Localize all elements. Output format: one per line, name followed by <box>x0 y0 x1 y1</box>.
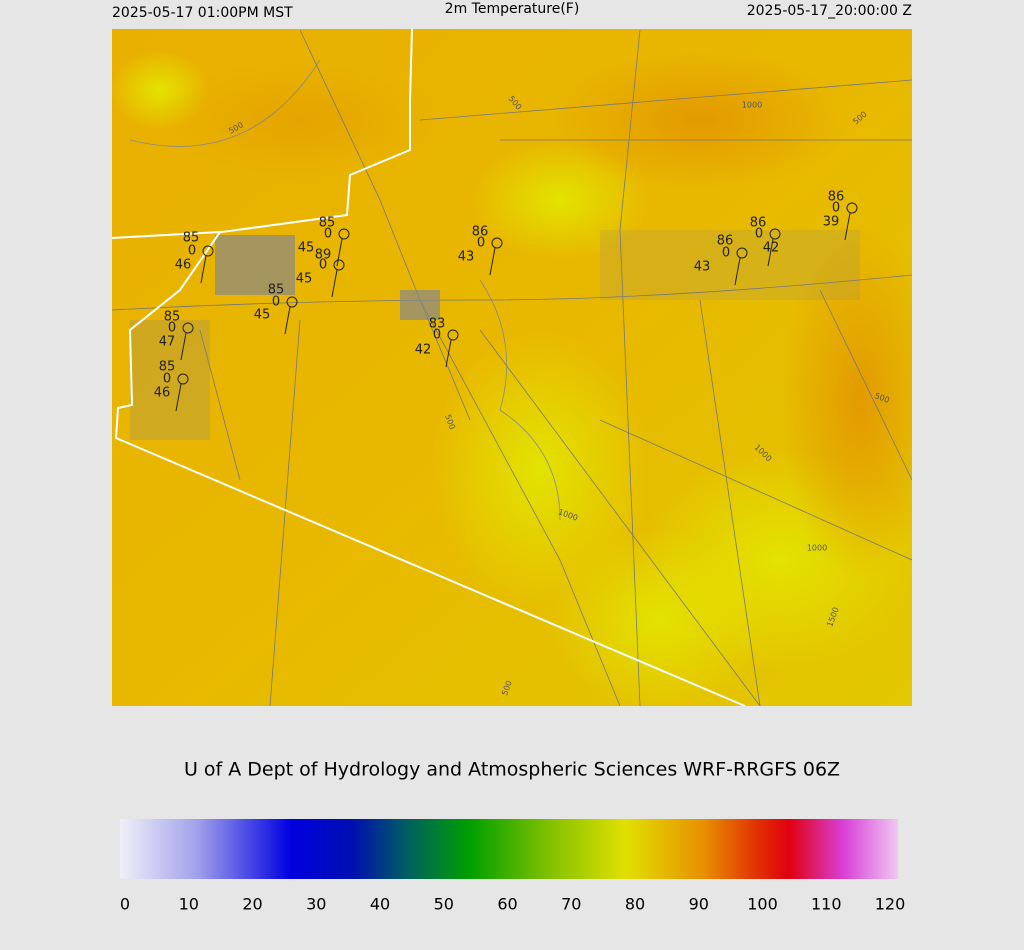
station-circle <box>177 373 189 385</box>
station-circle <box>286 296 298 308</box>
station-dewpoint: 42 <box>763 241 780 256</box>
station-temperature: 85 <box>319 216 336 231</box>
wind-staff <box>331 269 338 298</box>
station-dewpoint: 45 <box>254 308 271 323</box>
station-circle <box>769 228 781 240</box>
colorbar-tick-label: 60 <box>497 895 517 914</box>
wind-staff <box>767 238 774 267</box>
station-circle <box>333 259 345 271</box>
colorbar-tick-label: 110 <box>811 895 842 914</box>
colorbar-tick-label: 80 <box>625 895 645 914</box>
station-wind: 0 <box>433 328 441 343</box>
station-temperature: 85 <box>268 283 285 298</box>
station-circle <box>447 329 459 341</box>
colorbar-tick-label: 0 <box>120 895 130 914</box>
station-wind: 0 <box>319 258 327 273</box>
station-dewpoint: 45 <box>298 241 315 256</box>
station-circle <box>338 228 350 240</box>
station-circle <box>202 245 214 257</box>
colorbar-tick-label: 50 <box>434 895 454 914</box>
contour-label: 1000 <box>742 101 762 110</box>
station-dewpoint: 39 <box>823 215 840 230</box>
station-plot: 860 43 <box>694 234 748 286</box>
station-wind: 0 <box>755 227 763 242</box>
wind-staff <box>844 212 851 241</box>
colorbar-tick-label: 100 <box>747 895 778 914</box>
wind-staff <box>734 257 741 286</box>
colorbar-tick-label: 30 <box>306 895 326 914</box>
station-dewpoint: 45 <box>296 272 313 287</box>
station-temperature: 86 <box>828 190 845 205</box>
credit: U of A Dept of Hydrology and Atmospheric… <box>184 759 840 781</box>
station-dewpoint: 46 <box>175 258 192 273</box>
station-temperature: 89 <box>315 248 332 263</box>
colorbar-tick-label: 70 <box>561 895 581 914</box>
station-wind: 0 <box>168 321 176 336</box>
station-dewpoint: 43 <box>458 250 475 265</box>
station-wind: 0 <box>163 372 171 387</box>
station-circle <box>846 202 858 214</box>
station-circle <box>491 237 503 249</box>
station-temperature: 86 <box>472 225 489 240</box>
station-temperature: 85 <box>164 310 181 325</box>
contour-label: 1000 <box>807 544 827 553</box>
station-wind: 0 <box>477 236 485 251</box>
valid-local-time: 2025-05-17 01:00PM MST <box>112 5 293 21</box>
station-wind: 0 <box>324 227 332 242</box>
wind-staff <box>200 255 207 284</box>
wind-staff <box>489 247 496 276</box>
colorbar-tick-label: 20 <box>242 895 262 914</box>
wind-staff <box>445 339 452 368</box>
station-wind: 0 <box>832 201 840 216</box>
colorbar-tick-label: 90 <box>689 895 709 914</box>
station-dewpoint: 46 <box>154 386 171 401</box>
colorbar-tick-label: 10 <box>179 895 199 914</box>
station-wind: 0 <box>188 244 196 259</box>
station-temperature: 85 <box>159 360 176 375</box>
station-circle <box>182 322 194 334</box>
wind-staff <box>180 332 187 361</box>
station-temperature: 83 <box>429 317 446 332</box>
station-wind: 0 <box>272 295 280 310</box>
wind-staff <box>336 238 343 267</box>
station-temperature: 86 <box>717 234 734 249</box>
colorbar <box>120 819 898 879</box>
station-plot: 850 45 <box>298 216 350 267</box>
wind-staff <box>175 383 182 412</box>
colorbar-tick-label: 120 <box>875 895 906 914</box>
station-dewpoint: 47 <box>159 335 176 350</box>
station-wind: 0 <box>722 246 730 261</box>
station-dewpoint: 43 <box>694 260 711 275</box>
station-dewpoint: 42 <box>415 343 432 358</box>
map-title: 2m Temperature(F) <box>445 1 580 17</box>
valid-utc-time: 2025-05-17_20:00:00 Z <box>747 3 912 19</box>
station-temperature: 86 <box>750 216 767 231</box>
colorbar-tick-label: 40 <box>370 895 390 914</box>
station-plot: 890 45 <box>296 248 345 298</box>
wind-staff <box>284 306 291 335</box>
station-temperature: 85 <box>183 231 200 246</box>
station-circle <box>736 247 748 259</box>
